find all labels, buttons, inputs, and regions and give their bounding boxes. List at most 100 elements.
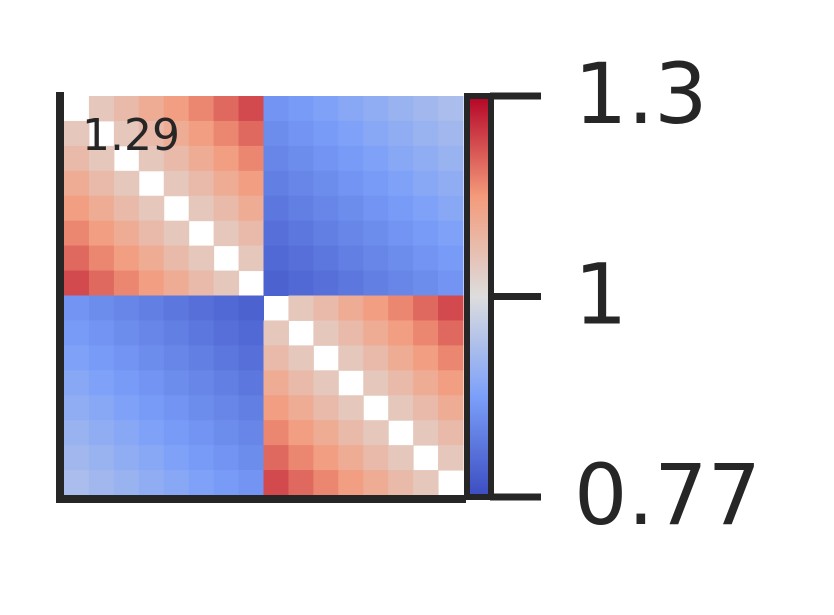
cell xyxy=(438,345,464,371)
cell xyxy=(163,370,190,396)
cell xyxy=(64,395,90,421)
cell xyxy=(238,170,264,197)
cell xyxy=(263,170,289,197)
cell xyxy=(288,145,314,172)
cell xyxy=(188,295,215,321)
cell xyxy=(163,345,190,371)
cell xyxy=(413,395,439,421)
cell xyxy=(238,420,264,446)
cell xyxy=(188,96,215,122)
colorbar-tick-label: 1 xyxy=(574,245,627,343)
cell xyxy=(363,345,389,371)
cell xyxy=(113,96,140,122)
cell xyxy=(263,96,289,122)
cell xyxy=(163,96,190,122)
cell xyxy=(64,170,90,197)
cell xyxy=(438,420,464,446)
cell xyxy=(263,445,289,471)
cell xyxy=(138,445,165,471)
cell xyxy=(238,120,264,147)
cell xyxy=(88,470,115,496)
cell xyxy=(64,445,90,471)
cell xyxy=(138,96,165,122)
cell xyxy=(313,420,339,446)
cell xyxy=(88,170,115,197)
cell xyxy=(213,370,240,396)
cell xyxy=(163,120,190,147)
cell xyxy=(263,420,289,446)
cell xyxy=(263,345,289,371)
cell xyxy=(213,145,240,172)
cell xyxy=(363,470,389,496)
colorbar-tick-label: 0.77 xyxy=(574,446,761,544)
cell xyxy=(413,320,439,346)
cell xyxy=(88,270,115,296)
cell xyxy=(138,320,165,346)
cell xyxy=(438,195,464,222)
cell xyxy=(338,120,364,147)
cell xyxy=(188,270,215,296)
cell xyxy=(138,220,165,247)
cell xyxy=(338,145,364,172)
cell xyxy=(138,120,165,147)
cell xyxy=(88,96,115,122)
cell xyxy=(413,370,439,396)
cell xyxy=(238,220,264,247)
cell xyxy=(163,420,190,446)
cell xyxy=(213,195,240,222)
cell xyxy=(238,295,264,321)
cell xyxy=(163,470,190,496)
cell xyxy=(163,170,190,197)
cell xyxy=(388,395,414,421)
heatmap xyxy=(64,96,464,496)
cell xyxy=(338,245,364,272)
annotation: 1.29 xyxy=(82,110,180,161)
cell xyxy=(163,145,190,172)
cell xyxy=(88,145,115,172)
cell xyxy=(64,270,90,296)
cell xyxy=(388,195,414,222)
cell xyxy=(413,120,439,147)
cell xyxy=(188,195,215,222)
cell xyxy=(388,320,414,346)
cell xyxy=(363,245,389,272)
cell xyxy=(113,220,140,247)
cell xyxy=(88,245,115,272)
cell xyxy=(238,370,264,396)
cell xyxy=(413,270,439,296)
cell xyxy=(413,420,439,446)
cell xyxy=(113,395,140,421)
cell xyxy=(213,420,240,446)
cell xyxy=(313,245,339,272)
cell xyxy=(88,320,115,346)
cell xyxy=(138,270,165,296)
cell xyxy=(363,220,389,247)
cell xyxy=(438,170,464,197)
cell xyxy=(238,245,264,272)
cell xyxy=(188,370,215,396)
cell xyxy=(213,445,240,471)
cell xyxy=(313,395,339,421)
cell xyxy=(363,370,389,396)
cell xyxy=(363,120,389,147)
cell xyxy=(388,445,414,471)
cell xyxy=(388,170,414,197)
cell xyxy=(338,170,364,197)
cell xyxy=(313,96,339,122)
cell xyxy=(338,345,364,371)
cell xyxy=(88,445,115,471)
cell xyxy=(413,295,439,321)
cell xyxy=(163,320,190,346)
cell xyxy=(213,220,240,247)
cell xyxy=(138,295,165,321)
cell xyxy=(88,195,115,222)
cell xyxy=(363,420,389,446)
cell xyxy=(263,270,289,296)
cell xyxy=(138,420,165,446)
cell xyxy=(438,320,464,346)
cell xyxy=(438,295,464,321)
cell xyxy=(88,395,115,421)
cell xyxy=(138,395,165,421)
cell xyxy=(338,320,364,346)
